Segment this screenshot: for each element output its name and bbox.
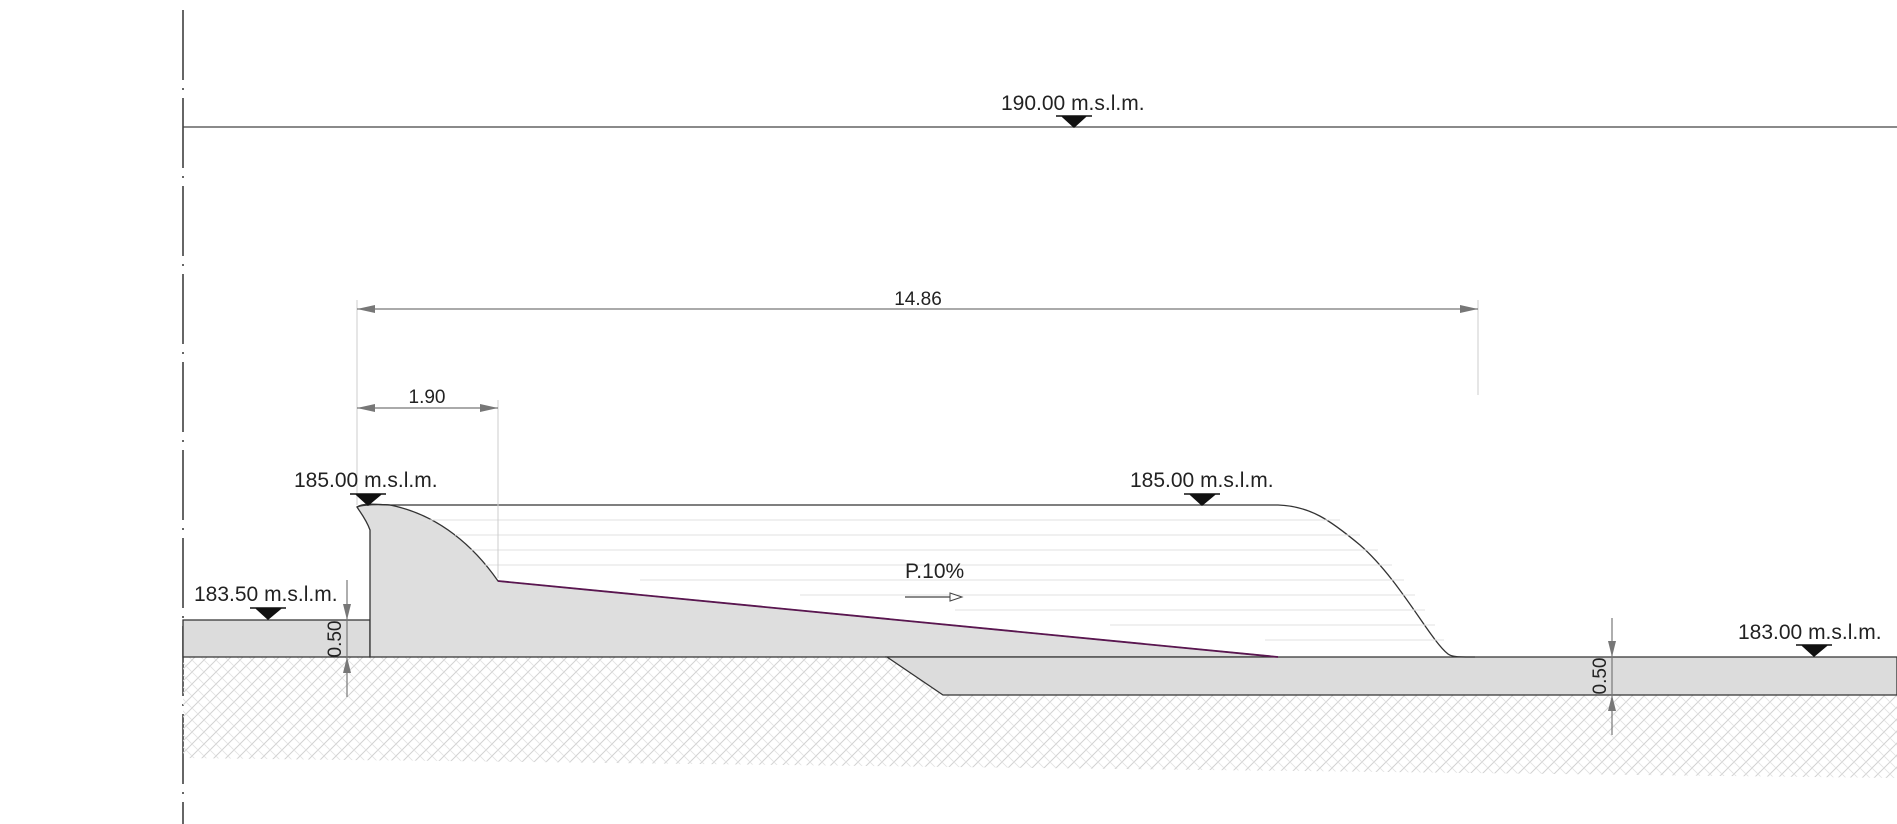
water-hatching xyxy=(420,519,1444,641)
thickness-right-dimension xyxy=(1608,618,1616,735)
crest-left-elevation-label: 185.00 m.s.l.m. xyxy=(294,469,438,492)
top-elevation-label: 190.00 m.s.l.m. xyxy=(1001,92,1145,115)
total-length-label: 14.86 xyxy=(894,289,942,310)
top-elevation-marker-icon xyxy=(1056,115,1092,129)
water-surface-outline xyxy=(356,503,1476,658)
crest-right-marker-icon xyxy=(1184,493,1220,506)
weir-body xyxy=(356,503,1279,658)
flow-direction-arrow-icon xyxy=(905,592,964,602)
slope-label: P.10% xyxy=(905,560,964,583)
crest-left-marker-icon xyxy=(350,493,386,506)
upstream-elevation-label: 183.50 m.s.l.m. xyxy=(194,583,338,606)
dimension-extension-lines xyxy=(356,300,1479,578)
thickness-right-label: 0.50 xyxy=(1590,658,1611,695)
thickness-left-label: 0.50 xyxy=(325,621,346,658)
upstream-marker-icon xyxy=(250,607,286,620)
apron-slab xyxy=(884,656,1897,696)
soil-hatch xyxy=(183,657,1897,778)
thickness-left-dimension xyxy=(343,580,351,697)
crest-width-dimension xyxy=(357,404,498,412)
downstream-marker-icon xyxy=(1796,644,1832,657)
crest-width-label: 1.90 xyxy=(409,387,446,408)
downstream-elevation-label: 183.00 m.s.l.m. xyxy=(1738,621,1882,644)
slope-face-line xyxy=(497,580,1279,658)
crest-right-elevation-label: 185.00 m.s.l.m. xyxy=(1130,469,1274,492)
total-length-dimension xyxy=(357,305,1478,313)
